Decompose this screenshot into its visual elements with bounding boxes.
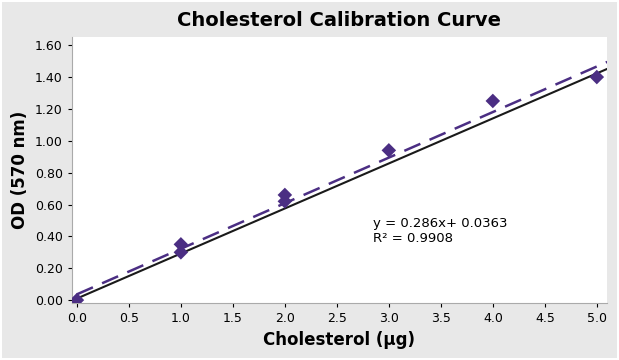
Point xyxy=(592,74,602,80)
Point xyxy=(176,242,186,247)
Point xyxy=(488,98,498,104)
X-axis label: Cholesterol (μg): Cholesterol (μg) xyxy=(264,331,415,349)
Text: y = 0.286x+ 0.0363
R² = 0.9908: y = 0.286x+ 0.0363 R² = 0.9908 xyxy=(373,217,508,245)
Point xyxy=(176,249,186,255)
Title: Cholesterol Calibration Curve: Cholesterol Calibration Curve xyxy=(178,11,501,30)
Point xyxy=(280,198,290,204)
Point xyxy=(280,192,290,198)
Point xyxy=(72,297,82,303)
Y-axis label: OD (570 nm): OD (570 nm) xyxy=(11,111,29,229)
Point xyxy=(384,148,394,153)
